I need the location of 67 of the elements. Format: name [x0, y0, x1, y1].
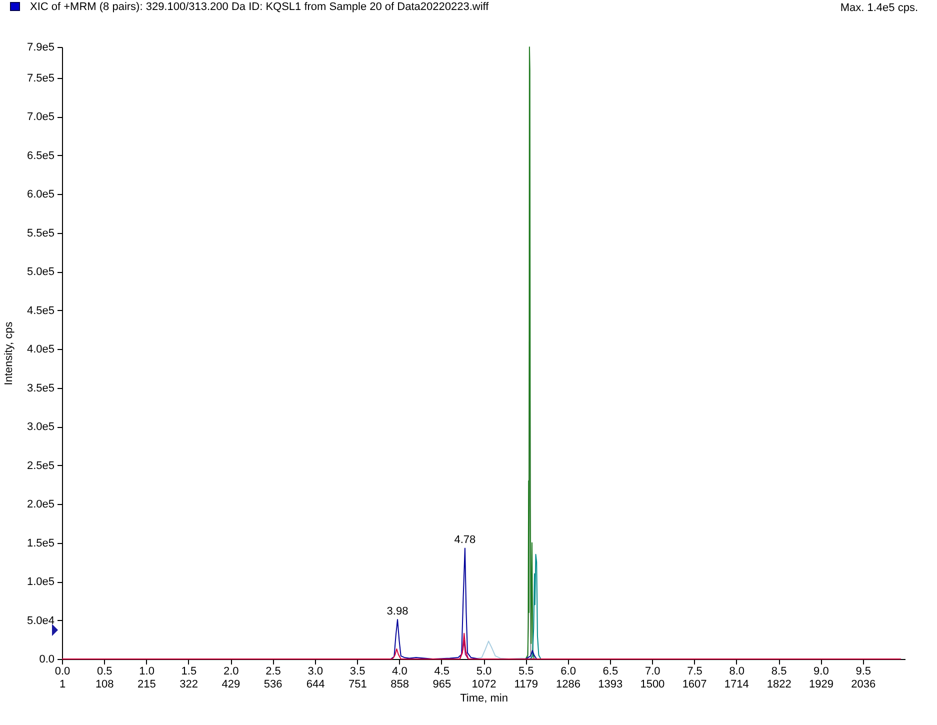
x-tick-label: 1.5	[181, 666, 197, 678]
x2-tick-label: 1500	[640, 678, 665, 690]
x-tick-label: 4.0	[392, 666, 408, 678]
y-tick-label: 2.0e5	[26, 498, 54, 511]
x-tick-label: 5.5	[518, 666, 534, 678]
x2-tick-label: 1	[59, 678, 66, 690]
x2-tick-label: 215	[138, 678, 156, 690]
x-tick-label: 4.5	[434, 666, 450, 678]
x2-tick-label: 965	[432, 678, 452, 690]
x2-tick-label: 108	[95, 678, 114, 690]
x2-tick-label: 751	[348, 678, 367, 690]
x2-tick-label: 536	[264, 678, 282, 690]
line-series	[62, 632, 902, 660]
y-axis-title: Intensity, cps	[2, 321, 15, 386]
x2-tick-label: 322	[180, 678, 198, 690]
x-tick-label: 8.0	[729, 666, 745, 678]
x-tick-label: 1.0	[139, 666, 154, 678]
x2-tick-label: 1393	[598, 678, 623, 690]
x-tick-label: 5.0	[476, 666, 492, 678]
y-tick-label: 7.9e5	[26, 42, 54, 54]
x2-tick-label: 858	[390, 678, 409, 690]
y-tick-label: 7.5e5	[26, 72, 54, 84]
y-tick-label: 4.0e5	[26, 344, 54, 356]
x2-tick-label: 2036	[851, 678, 876, 690]
annotation: 4.78	[454, 534, 476, 546]
y-tick-label: 3.0e5	[26, 421, 54, 434]
x-tick-label: 6.0	[560, 666, 576, 678]
y-tick-label: 5.0e4	[26, 614, 54, 627]
x2-tick-label: 1929	[809, 678, 834, 690]
x2-tick-label: 1286	[556, 678, 580, 690]
y-tick-label: 5.0e5	[26, 266, 54, 278]
x-axis-title: Time, min	[460, 692, 508, 704]
x-tick-label: 9.0	[814, 666, 829, 678]
x-tick-label: 7.0	[644, 666, 660, 678]
y-tick-label: 2.5e5	[26, 460, 54, 472]
x-tick-label: 0.0	[54, 666, 70, 678]
x-tick-label: 2.0	[223, 666, 239, 678]
y-tick-label: 6.5e5	[26, 150, 54, 162]
x2-tick-label: 1179	[514, 678, 538, 690]
x-tick-label: 3.0	[308, 666, 324, 678]
y-tick-label: 1.0e5	[26, 576, 54, 588]
y-tick-label: 0.0	[39, 654, 54, 666]
y-tick-label: 5.5e5	[26, 227, 54, 240]
x-tick-label: 6.5	[602, 666, 618, 678]
line-series	[525, 46, 535, 660]
x-tick-label: 2.5	[266, 666, 281, 678]
line-series	[459, 640, 469, 660]
x-tick-label: 9.5	[856, 666, 871, 678]
chart-title: XIC of +MRM (8 pairs): 329.100/313.200 Da ID: KQSL1 from Sample 20 of Data20220223.wiff	[30, 1, 490, 13]
y-tick-label: 3.5e5	[26, 382, 54, 394]
y-tick-label: 4.5e5	[26, 304, 54, 317]
y-tick-label: 6.0e5	[26, 188, 54, 201]
x2-tick-label: 1714	[724, 678, 749, 690]
annotation: 3.98	[386, 605, 408, 618]
x2-tick-label: 644	[306, 678, 325, 690]
x-tick-label: 7.5	[687, 666, 702, 678]
x-tick-label: 0.5	[97, 666, 112, 678]
x2-tick-label: 1822	[766, 678, 792, 690]
x-tick-label: 3.5	[350, 666, 366, 678]
x-tick-label: 8.5	[771, 666, 787, 678]
y-tick-label: 1.5e5	[26, 537, 54, 550]
line-series	[529, 554, 542, 660]
text: Max. 1.4e5 cps.	[840, 2, 918, 15]
x2-tick-label: 1072	[472, 678, 496, 690]
x2-tick-label: 429	[222, 678, 240, 690]
x2-tick-label: 1607	[682, 678, 707, 690]
y-tick-label: 7.0e5	[26, 111, 54, 124]
